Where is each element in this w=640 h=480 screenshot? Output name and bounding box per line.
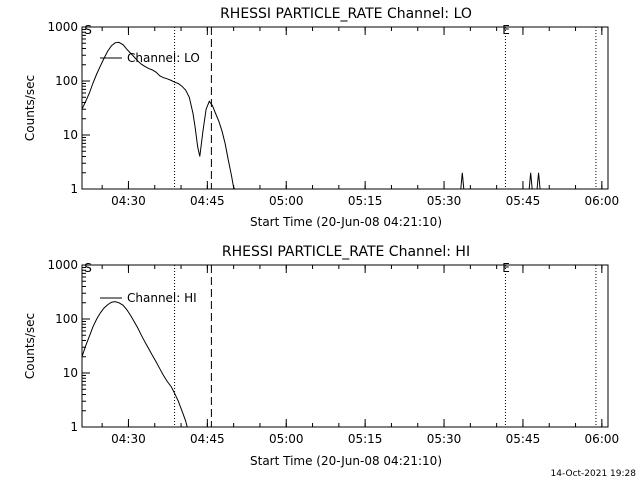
x-tick-label-lo: 05:45 [506,194,541,208]
x-tick-label-hi: 05:45 [506,432,541,446]
x-tick-label-hi: 05:15 [348,432,383,446]
y-tick-label-lo: 1000 [47,20,78,34]
x-tick-label-lo: 05:30 [427,194,462,208]
y-tick-label-lo: 100 [55,74,78,88]
end-marker-label-hi: E [502,261,510,275]
x-axis-label-hi: Start Time (20-Jun-08 04:21:10) [250,454,442,468]
generation-timestamp: 14-Oct-2021 19:28 [551,469,637,479]
start-marker-label-hi: S [84,261,92,275]
x-tick-label-hi: 05:30 [427,432,462,446]
chart-title-hi: RHESSI PARTICLE_RATE Channel: HI [222,244,470,260]
y-tick-label-lo: 1 [70,182,78,196]
x-axis-label-lo: Start Time (20-Jun-08 04:21:10) [250,215,442,229]
legend-label-lo: Channel: LO [127,51,200,65]
chart-panel-lo: RHESSI PARTICLE_RATE Channel: LO Start T… [23,6,619,229]
x-tick-label-hi: 04:45 [190,432,225,446]
start-marker-label-lo: S [84,23,92,37]
x-tick-label-lo: 04:45 [190,194,225,208]
x-tick-label-hi: 04:30 [111,432,146,446]
chart-panel-hi: RHESSI PARTICLE_RATE Channel: HI Start T… [23,244,619,468]
series-spike-lo [536,172,541,190]
y-tick-label-lo: 10 [63,128,78,142]
series-spike-lo [460,172,465,190]
series-line-hi [81,301,188,428]
y-tick-label-hi: 1 [70,420,78,434]
y-tick-label-hi: 1000 [47,258,78,272]
x-tick-label-lo: 04:30 [111,194,146,208]
plot-frame-lo [81,26,609,190]
y-tick-label-hi: 100 [55,312,78,326]
x-tick-label-hi: 06:00 [585,432,620,446]
x-tick-label-lo: 05:15 [348,194,383,208]
series-line-lo [81,41,235,190]
y-axis-label-lo: Counts/sec [23,75,37,141]
end-marker-label-lo: E [502,23,510,37]
chart-title-lo: RHESSI PARTICLE_RATE Channel: LO [220,6,472,22]
y-tick-label-hi: 10 [63,366,78,380]
y-axis-label-hi: Counts/sec [23,313,37,379]
x-tick-label-lo: 06:00 [585,194,620,208]
x-tick-label-lo: 05:00 [269,194,304,208]
legend-label-hi: Channel: HI [127,291,197,305]
x-tick-label-hi: 05:00 [269,432,304,446]
plot-frame-hi [81,264,609,428]
series-spike-lo [528,172,533,190]
